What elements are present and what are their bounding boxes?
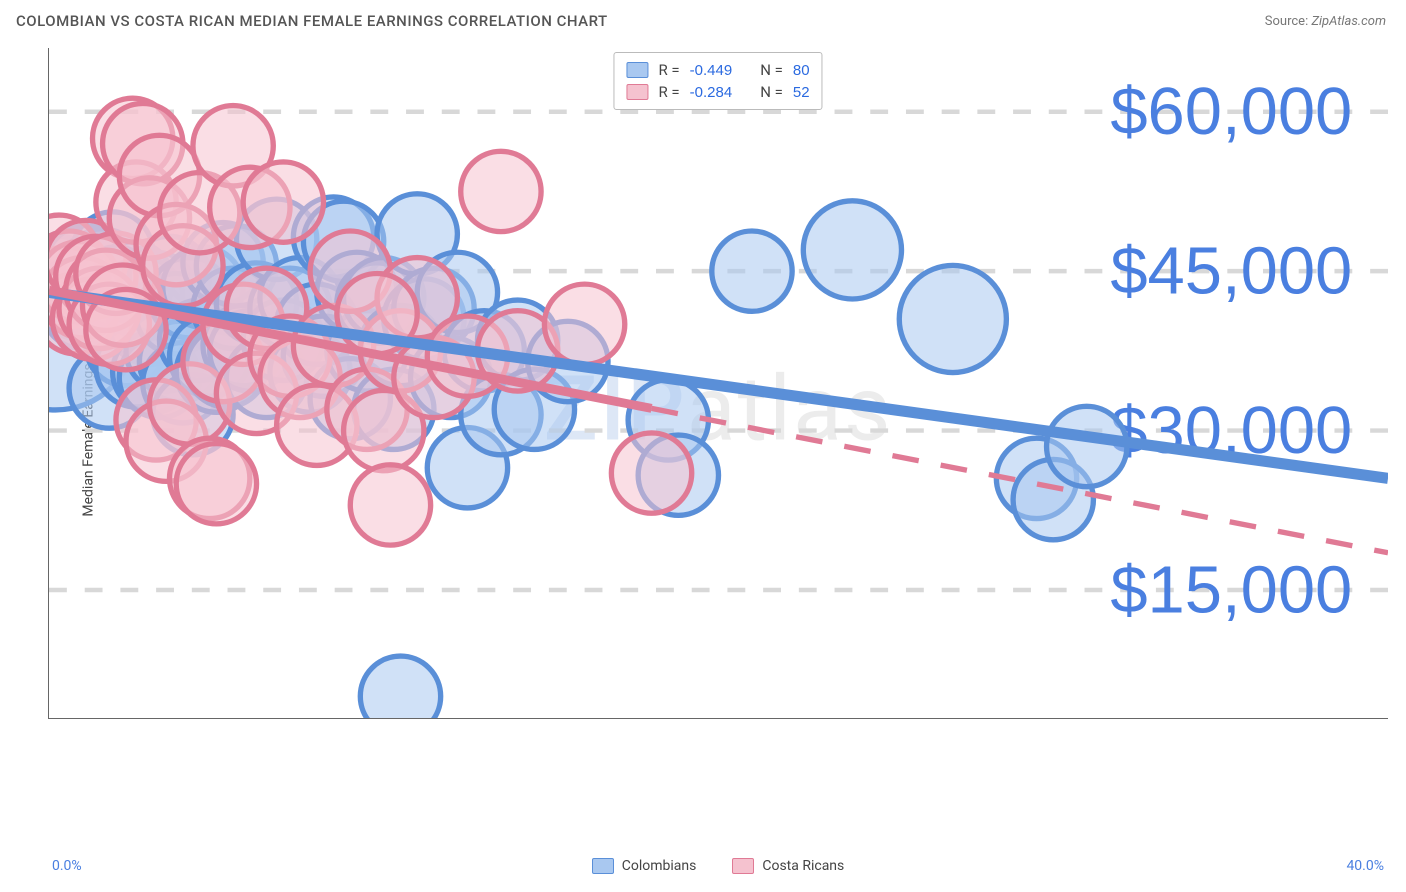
legend-swatch-icon xyxy=(592,858,614,874)
scatter-point xyxy=(1047,406,1127,486)
stat-r-value: -0.284 xyxy=(690,84,733,101)
scatter-point xyxy=(176,444,256,524)
stats-legend: R = -0.449 N = 80 R = -0.284 N = 52 xyxy=(613,52,822,110)
stat-n-label: N = xyxy=(760,83,783,101)
stat-r-label: R = xyxy=(658,61,679,79)
scatter-point xyxy=(360,656,440,718)
chart-title: COLOMBIAN VS COSTA RICAN MEDIAN FEMALE E… xyxy=(16,12,608,30)
chart-svg: $15,000$30,000$45,000$60,000 xyxy=(48,48,1388,719)
svg-text:$60,000: $60,000 xyxy=(1110,74,1352,149)
scatter-point xyxy=(712,231,792,311)
legend-label: Costa Ricans xyxy=(762,858,844,874)
svg-text:$45,000: $45,000 xyxy=(1110,233,1352,308)
legend-label: Colombians xyxy=(622,858,697,874)
plot-area: Median Female Earnings R = -0.449 N = 80… xyxy=(48,48,1388,832)
x-axis-max: 40.0% xyxy=(1346,858,1384,874)
stat-r-label: R = xyxy=(658,83,679,101)
scatter-point xyxy=(243,162,323,242)
stats-row: R = -0.284 N = 52 xyxy=(626,81,809,103)
scatter-point xyxy=(899,265,1006,372)
legend-swatch-icon xyxy=(626,84,648,100)
chart-header: COLOMBIAN VS COSTA RICAN MEDIAN FEMALE E… xyxy=(0,0,1406,38)
x-axis-min: 0.0% xyxy=(52,858,82,874)
legend-item: Colombians xyxy=(592,858,697,874)
source-value: ZipAtlas.com xyxy=(1311,14,1386,29)
scatter-point xyxy=(350,465,430,545)
chart-source: Source: ZipAtlas.com xyxy=(1265,14,1386,29)
stat-n-label: N = xyxy=(760,61,783,79)
scatter-point xyxy=(803,201,901,299)
stat-r-value: -0.449 xyxy=(690,62,733,79)
stat-n-value: 52 xyxy=(793,84,810,101)
legend-swatch-icon xyxy=(732,858,754,874)
svg-text:$15,000: $15,000 xyxy=(1110,552,1352,627)
scatter-point xyxy=(461,151,541,231)
legend-swatch-icon xyxy=(626,62,648,78)
stat-n-value: 80 xyxy=(793,62,810,79)
stats-row: R = -0.449 N = 80 xyxy=(626,59,809,81)
legend-item: Costa Ricans xyxy=(732,858,844,874)
source-label: Source: xyxy=(1265,14,1308,29)
chart-footer: 0.0% Colombians Costa Ricans 40.0% xyxy=(48,858,1388,874)
scatter-point xyxy=(611,433,691,513)
scatter-point xyxy=(544,284,624,364)
